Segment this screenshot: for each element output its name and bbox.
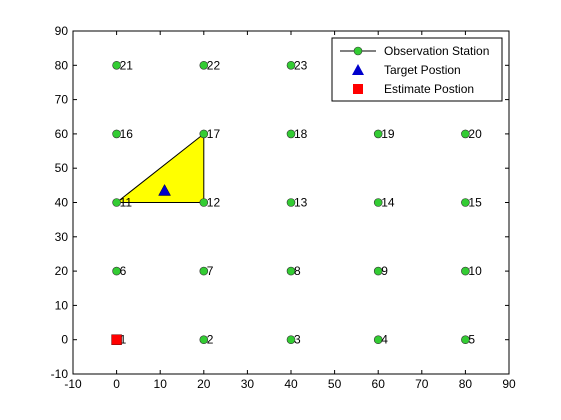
station-point [112,266,121,276]
station-point [199,266,209,276]
station-point [286,129,296,139]
station-label: 14 [381,196,395,210]
station-point [199,335,209,345]
x-tick-label: 60 [372,377,386,391]
station-label: 1 [120,333,127,347]
station-label: 4 [381,333,388,347]
x-tick-label: 90 [502,377,516,391]
station-label: 3 [294,333,301,347]
estimate-point [111,334,122,345]
station-label: 2 [207,333,214,347]
station-point [286,266,296,276]
x-tick-label: 70 [415,377,429,391]
station-label: 10 [468,264,482,278]
station-label: 11 [120,196,133,210]
x-tick-label: 50 [328,377,342,391]
y-tick-label: 80 [55,58,69,72]
y-tick-label: -10 [51,367,69,381]
station-label: 8 [294,264,301,278]
x-tick-label: 30 [241,377,255,391]
y-tick-label: 70 [55,93,69,107]
y-tick-label: 40 [55,196,69,210]
legend-label: Observation Station [384,44,489,58]
station-label: 15 [468,196,482,210]
station-point [461,266,470,276]
station-label: 21 [120,58,134,72]
station-point [373,198,383,207]
highlight-triangle [115,132,205,203]
y-tick-label: 10 [55,298,69,312]
station-point [373,266,383,276]
station-point [461,129,470,139]
highlight-triangle-layer [115,132,205,203]
station-label: 16 [120,127,134,141]
legend: Observation Station Target Postion Estimat… [331,37,503,102]
station-label: 20 [468,127,482,141]
legend-target-marker [352,64,364,75]
y-tick-label: 90 [55,24,69,38]
station-point [199,198,209,207]
x-tick-label: 20 [197,377,211,391]
station-point [286,335,296,345]
station-point [112,129,121,139]
y-tick-label: 30 [55,230,69,244]
station-point [112,61,121,70]
legend-label: Estimate Postion [384,82,474,96]
station-label: 18 [294,127,308,141]
station-point [286,61,296,70]
station-point [112,198,121,207]
station-label: 23 [294,58,308,72]
legend-station-marker [353,46,363,56]
target-point [158,183,171,196]
station-point [461,198,470,207]
x-tick-label: 0 [113,377,120,391]
station-point [373,335,383,345]
y-tick-label: 20 [55,264,69,278]
station-point [286,198,296,207]
station-point [373,129,383,139]
y-tick-label: 50 [55,161,69,175]
axes: -10 0 10 20 30 40 50 60 70 80 90 -10 0 10 20 30 40 50 60 70… [51,24,516,391]
y-tick-label: 60 [55,127,69,141]
x-tick-label: 10 [154,377,168,391]
station-label: 12 [207,196,221,210]
station-label: 19 [381,127,395,141]
station-label: 7 [207,264,214,278]
x-tick-label: 40 [284,377,298,391]
station-label: 22 [207,58,221,72]
station-label: 5 [468,333,475,347]
station-label: 13 [294,196,308,210]
legend-label: Target Postion [384,63,461,77]
station-label: 17 [207,127,221,141]
x-tick-label: -10 [64,377,82,391]
station-label: 6 [120,264,127,278]
y-tick-label: 0 [61,333,68,347]
legend-estimate-marker [353,84,363,94]
station-point [199,129,209,139]
station-label: 9 [381,264,388,278]
station-point [461,335,470,345]
x-tick-label: 80 [459,377,473,391]
station-point [199,61,209,70]
